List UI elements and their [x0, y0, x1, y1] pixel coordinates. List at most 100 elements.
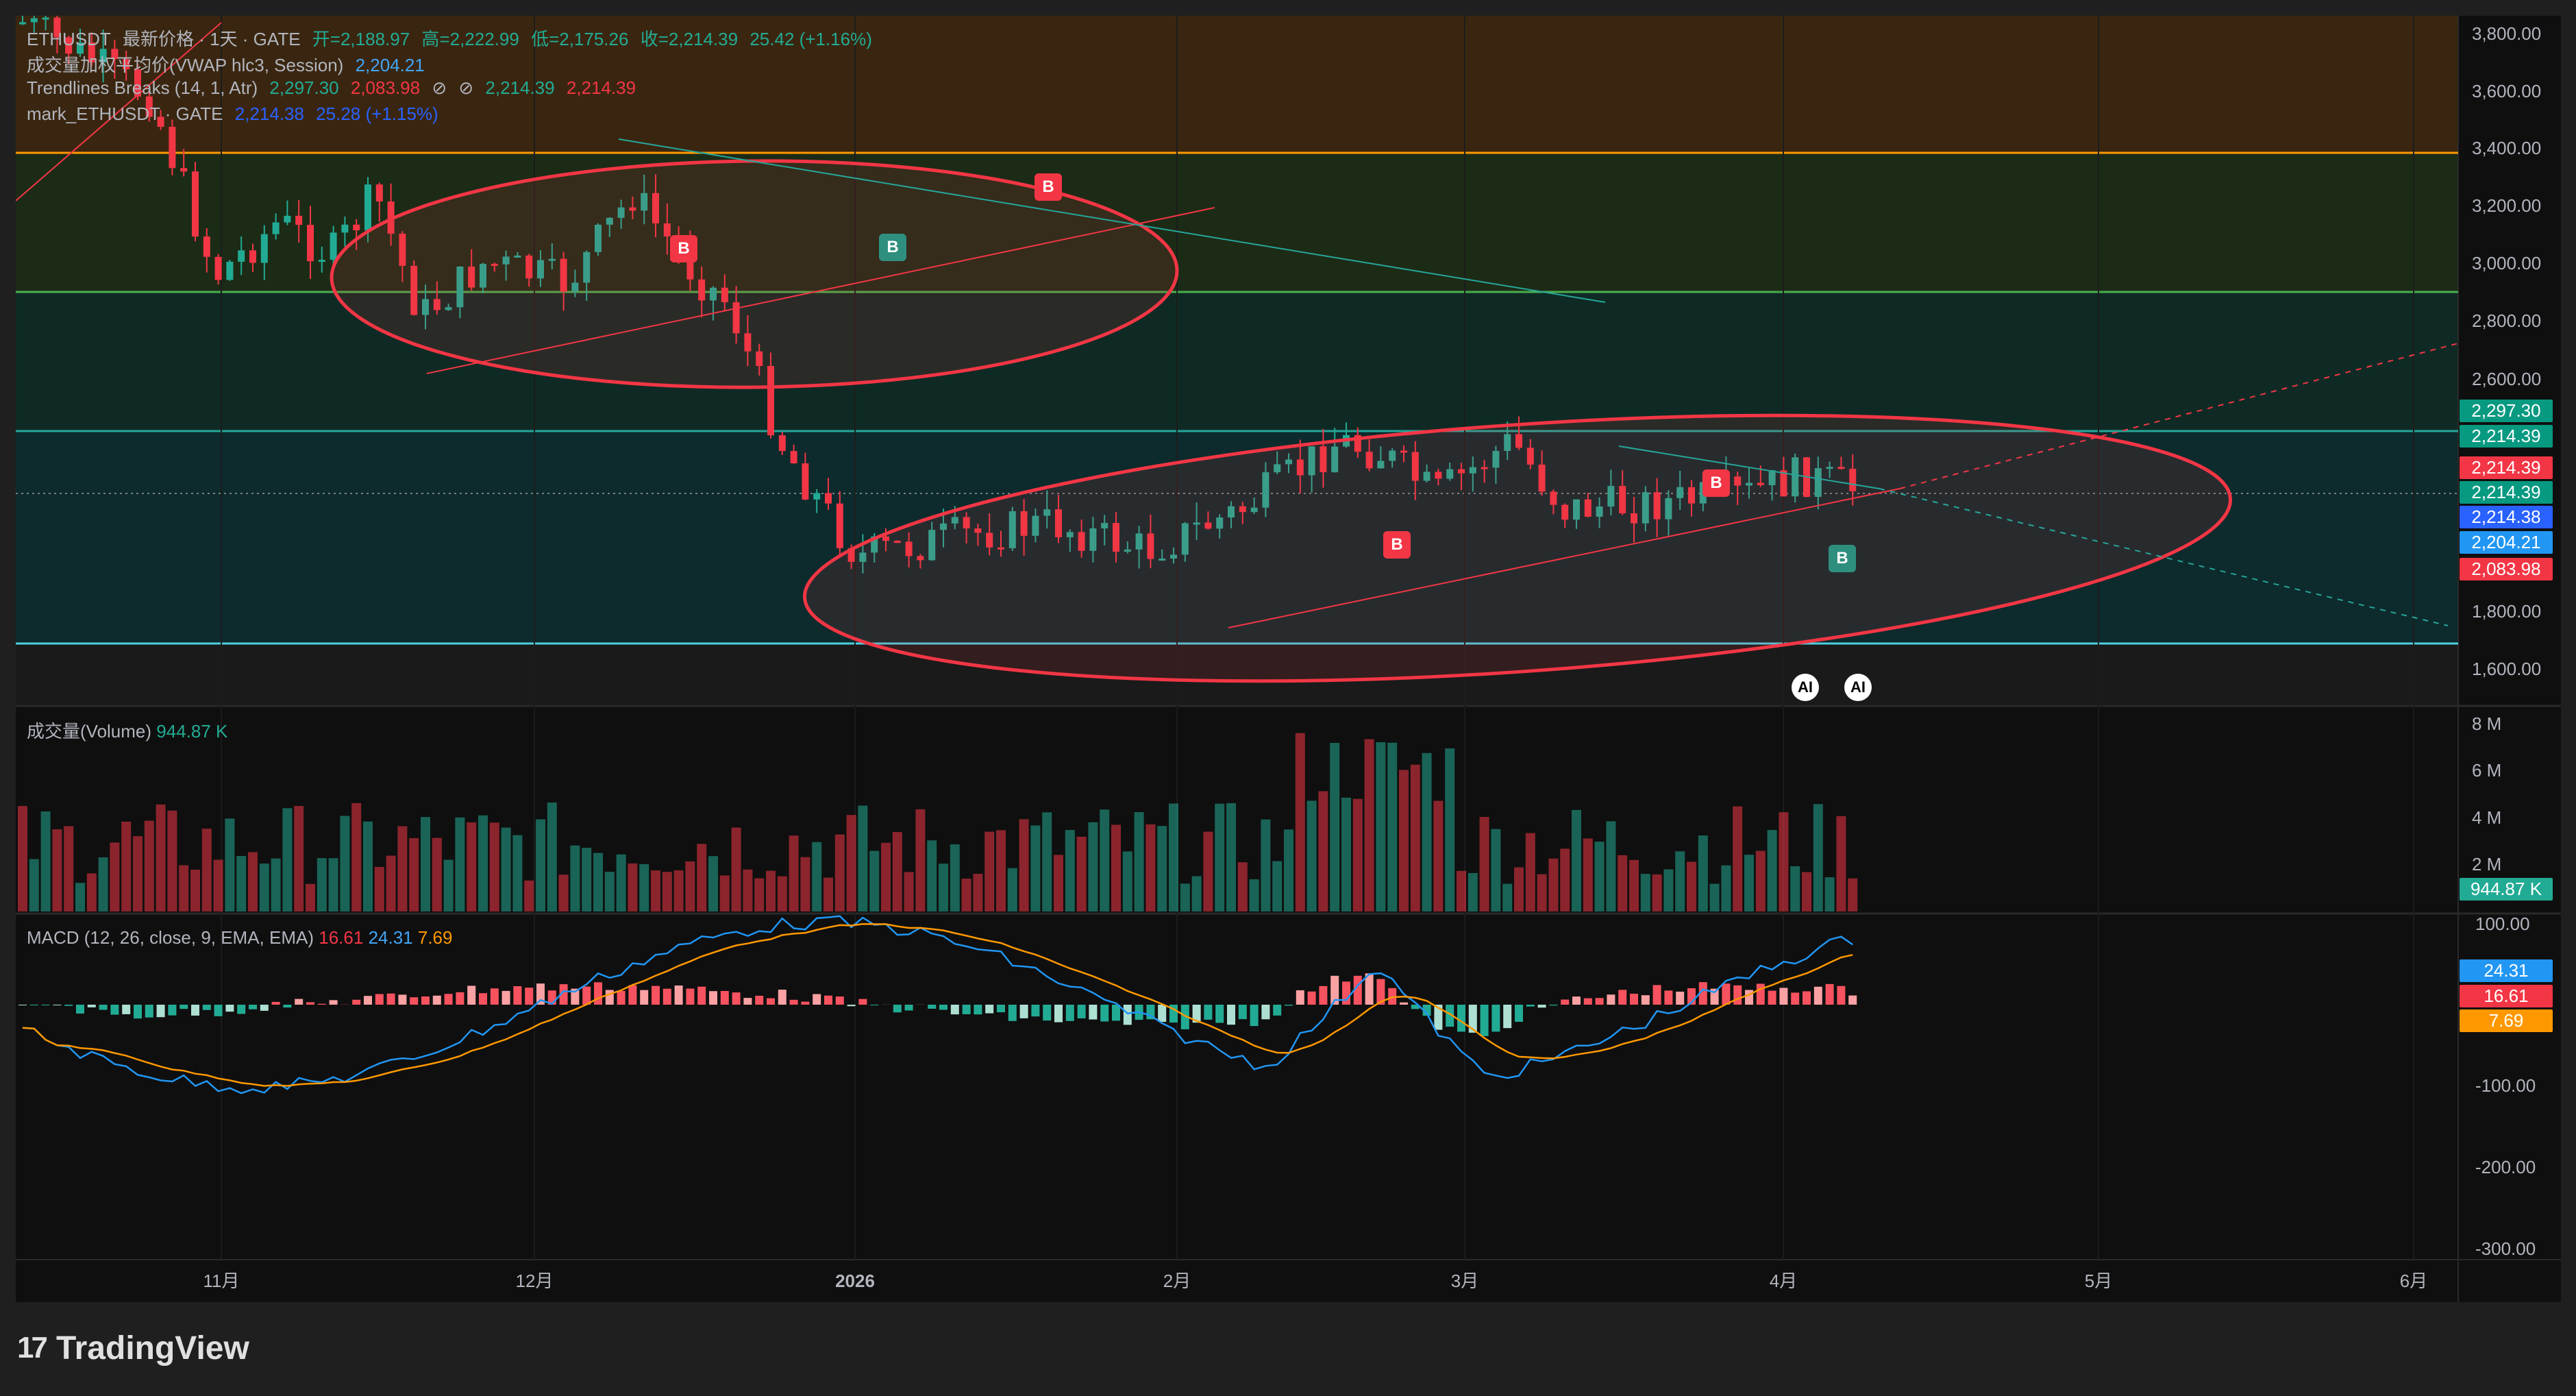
candle-body	[1538, 464, 1546, 492]
candle-body	[583, 252, 591, 283]
candle-body	[1435, 472, 1442, 479]
candle-body	[767, 366, 774, 436]
price-tag-trend-close: 2,214.39	[2460, 456, 2553, 479]
candle-body	[1481, 467, 1488, 469]
volume-bar	[1675, 851, 1685, 911]
candle-body	[203, 236, 210, 257]
candle-body	[65, 37, 73, 54]
legend-mark-change: 25.28 (+1.15%)	[316, 103, 438, 124]
macd-hist-bar	[1008, 1005, 1017, 1021]
macd-hist-bar	[156, 1005, 165, 1018]
macd-hist-bar	[594, 982, 602, 1005]
candle-body	[1400, 450, 1407, 453]
macd-hist-bar	[571, 988, 580, 1005]
macd-hist-bar	[1215, 1005, 1224, 1023]
ai-button[interactable]: AI	[1792, 674, 1819, 701]
volume-bar	[351, 803, 362, 911]
candle-body	[272, 222, 280, 234]
buy-signal-badge[interactable]: B	[1829, 545, 1856, 572]
macd-hist-bar	[1342, 981, 1350, 1005]
volume-bar	[719, 875, 730, 911]
candle-body	[1826, 467, 1833, 469]
candle-body	[1550, 491, 1557, 505]
volume-bar	[328, 858, 338, 911]
volume-bar	[1652, 874, 1662, 911]
legend-low: 低=2,175.26	[531, 29, 629, 49]
macd-hist-bar	[306, 1002, 314, 1005]
visibility-icon[interactable]: ⊘	[432, 77, 447, 98]
volume-bar	[86, 873, 97, 911]
legend-vwap-label: 成交量加权平均价(VWAP hlc3, Session)	[27, 55, 344, 75]
macd-hist-bar	[1676, 991, 1685, 1005]
legend-trend-v3: 2,214.39	[485, 77, 555, 98]
volume-bar	[973, 874, 983, 911]
macd-hist-bar	[858, 999, 867, 1005]
legend-high: 高=2,222.99	[421, 29, 519, 49]
legend-trend-v2: 2,083.98	[350, 77, 421, 98]
candle-body	[686, 249, 694, 280]
ai-button[interactable]: AI	[1844, 674, 1872, 701]
legend-vwap-row[interactable]: 成交量加权平均价(VWAP hlc3, Session) 2,204.21	[27, 51, 432, 77]
macd-hist-bar	[490, 988, 499, 1005]
macd-hist-bar	[674, 985, 683, 1005]
candle-body	[1446, 469, 1454, 479]
sell-signal-badge[interactable]: B	[670, 235, 697, 262]
band-teal	[16, 292, 2458, 431]
sell-signal-badge[interactable]: B	[1035, 173, 1062, 201]
legend-symbol[interactable]: ETHUSDT	[27, 29, 111, 49]
macd-hist-bar	[1457, 1005, 1465, 1032]
candle-body	[951, 517, 958, 524]
legend-symbol-row[interactable]: ETHUSDT 最新价格 · 1天 · GATE 开=2,188.97 高=2,…	[27, 25, 879, 51]
volume-bar	[1111, 824, 1121, 911]
brand-name: TradingView	[55, 1330, 249, 1367]
volume-bar	[317, 858, 327, 911]
sell-signal-badge[interactable]: B	[1383, 531, 1411, 559]
macd-hist-bar	[755, 995, 764, 1005]
trendline	[618, 138, 1606, 303]
candle-body	[1458, 469, 1465, 474]
buy-signal-badge[interactable]: B	[879, 234, 906, 261]
macd-hist-bar	[1376, 979, 1385, 1005]
macd-axis-label: -200.00	[2475, 1157, 2536, 1177]
candle-body	[1734, 476, 1742, 486]
chart-area[interactable]: 3,800.00 3,600.00 3,400.00 3,200.00 3,000.00…	[16, 16, 2561, 1302]
macd-hist-bar	[410, 997, 419, 1005]
candle-body	[192, 171, 199, 237]
price-axis-label: 3,800.00	[2472, 23, 2541, 44]
volume-bar	[834, 834, 845, 911]
tradingview-logo[interactable]: 17 TradingView	[17, 1330, 249, 1367]
candle-body	[514, 255, 521, 258]
volume-bar	[984, 831, 995, 911]
macd-hist-bar	[1537, 1005, 1546, 1008]
macd-legend[interactable]: MACD (12, 26, close, 9, EMA, EMA) 16.61 …	[27, 927, 452, 948]
volume-bar	[1226, 803, 1236, 911]
volume-legend[interactable]: 成交量(Volume) 944.87 K	[27, 718, 227, 743]
macd-hist-bar	[950, 1005, 959, 1015]
band-top	[16, 16, 2458, 153]
sell-signal-badge[interactable]: B	[1702, 469, 1730, 497]
price-tag-close: 2,214.39	[2460, 425, 2553, 448]
candle-body	[1504, 434, 1511, 452]
candle-body	[871, 536, 878, 553]
chart-canvas[interactable]: 3,800.00 3,600.00 3,400.00 3,200.00 3,000.00…	[16, 16, 2561, 1302]
volume-bar	[950, 844, 960, 911]
volume-bars	[18, 733, 1858, 911]
macd-hist-bar	[1307, 991, 1316, 1005]
candle-body	[145, 96, 153, 117]
macd-hist-bar	[1572, 996, 1581, 1005]
macd-hist-bar	[1745, 990, 1753, 1005]
volume-bar	[1779, 812, 1789, 911]
macd-hist-bar	[1054, 1005, 1063, 1022]
volume-bar	[536, 819, 545, 911]
hide-icon[interactable]: ⊘	[458, 77, 474, 98]
macd-label: MACD (12, 26, close, 9, EMA, EMA)	[27, 927, 314, 948]
legend-trendlines-row[interactable]: Trendlines Breaks (14, 1, Atr) 2,297.30 …	[27, 77, 643, 99]
macd-hist-bar	[249, 1005, 257, 1009]
volume-bar	[363, 821, 373, 911]
candle-body	[295, 215, 303, 225]
volume-bar	[1583, 838, 1593, 911]
candle-body	[19, 22, 26, 25]
legend-mark-row[interactable]: mark_ETHUSDT · GATE 2,214.38 25.28 (+1.1…	[27, 103, 445, 125]
candle-body	[940, 523, 947, 530]
volume-bar	[1790, 866, 1800, 911]
